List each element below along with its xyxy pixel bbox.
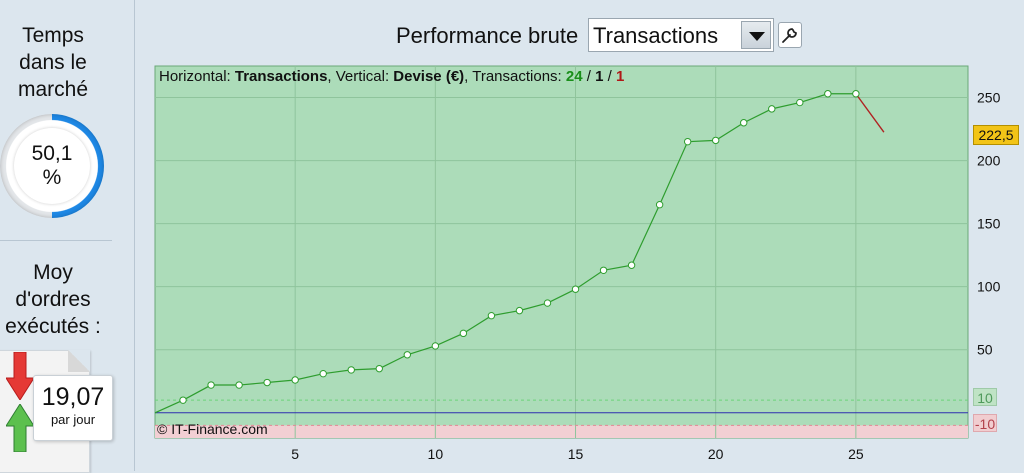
data-point [768, 105, 776, 113]
horizontal-value: Transactions [234, 68, 328, 85]
data-point [627, 261, 636, 269]
data-point [655, 201, 664, 209]
sidebar-divider [0, 240, 112, 241]
x-tick-label: 15 [568, 446, 584, 462]
loss-band [155, 425, 968, 438]
y-tick-label: 100 [977, 279, 1001, 295]
data-point [375, 364, 383, 373]
performance-select[interactable]: Transactions [588, 18, 774, 52]
avg-orders-value: 19,07 [41, 383, 105, 411]
series-line-loss [855, 93, 885, 133]
sidebar: Temps dans le marché 50,1 % Moy d'ordres… [0, 0, 135, 473]
data-point [683, 137, 692, 146]
arrow-up-icon [6, 404, 34, 452]
avg-orders-box: 19,07 par jour [33, 375, 113, 441]
data-point [852, 90, 860, 98]
data-point [403, 351, 412, 359]
x-tick-label: 5 [291, 446, 299, 462]
arrow-down-icon [6, 352, 34, 400]
select-value: Transactions [593, 23, 719, 48]
data-point [740, 119, 748, 127]
time-in-market-unit: % [42, 166, 62, 189]
data-point [571, 285, 580, 293]
y-tick-label: 250 [977, 90, 1001, 106]
transactions-mid: 1 [595, 68, 604, 85]
transactions-win: 24 [565, 68, 583, 85]
data-point [347, 366, 355, 374]
data-point [711, 136, 720, 145]
vertical-value: Devise (€) [393, 68, 465, 85]
data-point [235, 381, 243, 389]
data-point [207, 381, 215, 389]
x-tick-label: 20 [708, 446, 724, 462]
time-in-market-gauge: 50,1 % [0, 114, 104, 218]
data-point [459, 329, 468, 338]
wrench-icon [782, 28, 797, 43]
gauge-center: 50,1 % [14, 128, 90, 204]
time-in-market-title: Temps dans le marché [17, 24, 89, 101]
y-tick-label: 150 [977, 216, 1001, 232]
copyright: © IT-Finance.com [157, 421, 268, 437]
data-point [796, 98, 804, 107]
series-line [154, 93, 856, 414]
last-value-badge: 222,5 [973, 125, 1019, 145]
data-point [487, 311, 496, 320]
lower-threshold-badge: -10 [973, 414, 997, 432]
x-tick-label: 10 [428, 446, 444, 462]
avg-orders-unit: par jour [50, 412, 96, 427]
y-tick-label: 200 [977, 153, 1001, 169]
data-point [824, 90, 832, 98]
transactions-loss: 1 [615, 68, 625, 85]
avg-orders-title: Moy d'ordres exécutés : [5, 261, 101, 338]
plot-area [154, 65, 969, 439]
data-point [263, 378, 271, 387]
data-point [291, 376, 299, 384]
chart-info: Horizontal: Transactions, Vertical: Devi… [159, 68, 625, 85]
data-point [599, 266, 608, 274]
settings-button[interactable] [778, 22, 802, 48]
data-point [543, 299, 552, 307]
chevron-down-icon[interactable] [741, 21, 771, 49]
x-tick-label: 25 [848, 446, 864, 462]
data-point [179, 396, 187, 404]
time-in-market-value: 50,1 [31, 142, 73, 165]
upper-threshold-badge: 10 [973, 388, 997, 406]
data-point [319, 369, 327, 378]
y-tick-label: 50 [977, 342, 993, 358]
data-point [515, 306, 524, 315]
chart-title: Performance brute [396, 23, 579, 48]
data-point [431, 342, 440, 350]
